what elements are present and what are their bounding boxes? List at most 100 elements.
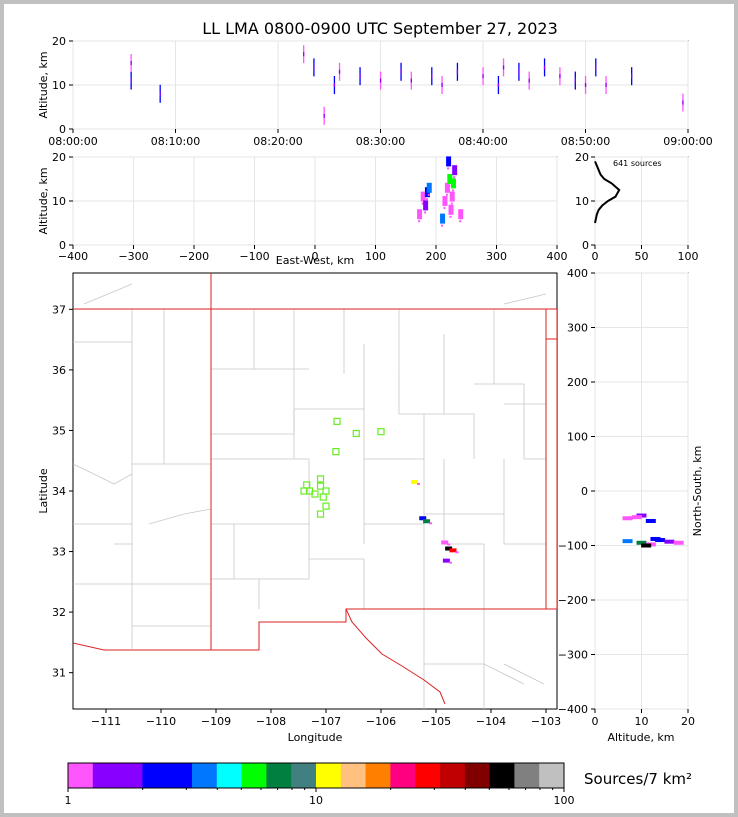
time-source-core [159,91,161,96]
time-source-core [631,74,633,79]
hist-annotation: 641 sources [613,159,662,168]
map-ytick-label: 34 [52,485,66,498]
county-boundary [309,558,365,609]
ns-source-mark [636,540,647,545]
ns-ytick-label: −200 [558,594,588,607]
station-marker [352,429,360,438]
colorbar-cell [68,763,94,788]
hist-xtick-label: 50 [635,250,649,263]
map-ylabel: Latitude [37,468,50,514]
ns-xtick-label: 0 [592,715,599,728]
ew-xtick-label: −100 [239,250,269,263]
ew-source-mark [442,196,448,206]
station-marker [316,510,325,518]
colorbar-cell [415,763,441,788]
new-mexico-border [73,273,557,651]
time-source-core [584,83,587,87]
time-source-core [456,69,459,74]
colorbar-tick-label: 10 [309,794,323,807]
ew-source-mark [440,213,446,224]
ns-panel-xlabel: Altitude, km [607,731,674,744]
ns-ytick-label: −400 [558,703,588,716]
figure-frame: LL LMA 0800-0900 UTC September 27, 2023 … [4,4,734,813]
colorbar-cell [266,763,292,788]
time-source-core [130,78,132,83]
ew-source-mark [441,224,444,227]
ew-source-mark [418,220,421,223]
map-xtick-label: −105 [421,715,451,728]
county-boundary [474,383,525,459]
ew-source-mark [450,202,453,205]
time-xtick-label: 08:40:00 [458,135,507,148]
time-xtick-label: 08:20:00 [253,135,302,148]
station-marker [316,475,325,483]
time-source-core [338,69,341,74]
ns-ytick-label: 0 [581,485,588,498]
ns-ytick-label: 400 [567,267,588,280]
ew-source-mark [424,211,427,214]
time-panel-ylabel: Altitude, km [37,51,50,118]
colorbar-cell [489,763,515,788]
ew-source-mark [446,156,452,167]
hist-xtick-label: 0 [592,250,599,263]
station-marker [319,493,327,501]
colorbar-label: Sources/7 km² [584,770,692,788]
colorbar-cell [192,763,218,788]
ew-panel: −400 −300 −200 −100 0 100 200 300 400 0 10 20 Altit… [37,151,568,267]
time-source-core [559,74,561,79]
colorbar-cell [539,763,565,788]
map-source-mark [442,558,450,563]
ew-xtick-label: −300 [118,250,148,263]
colorbar-cell [291,763,317,788]
ew-source-mark [447,167,450,170]
colorbar-cell [142,763,193,788]
ns-source-mark [650,536,661,541]
map-source-mark [445,546,453,551]
ns-source-mark [645,518,656,523]
ew-source-mark [445,193,448,196]
map-source-mark [429,522,433,525]
ns-source-mark [631,515,642,520]
map-xtick-label: −111 [91,715,121,728]
ns-source-mark [673,540,684,545]
ns-source-mark [622,516,633,521]
map-ytick-label: 31 [52,667,66,680]
ew-xtick-label: −400 [58,250,88,263]
station-marker [332,448,340,456]
map-xtick-label: −108 [256,715,286,728]
map-ytick-label: 33 [52,546,66,559]
time-source-core [359,74,361,79]
map-xlabel: Longitude [288,731,343,744]
time-source-core [323,113,325,118]
time-panel: 08:00:00 08:10:00 08:20:00 08:30:00 08:40:00… [37,35,713,148]
ew-source-mark [452,165,458,176]
mexico-border [73,642,211,651]
county-boundary [148,508,212,525]
colorbar-cell [365,763,391,788]
colorbar-tick-label: 100 [554,794,575,807]
station-marker [322,502,330,510]
ew-source-mark [425,198,428,201]
map-ytick-label: 37 [52,303,66,316]
hist-ytick-label: 10 [575,195,589,208]
ns-ytick-label: −100 [558,540,588,553]
ew-source-mark [443,207,446,209]
ew-source-mark [449,191,455,202]
colorbar-cell [340,763,367,788]
time-source-core [682,100,684,105]
county-boundary [443,459,485,609]
station-marker [303,481,311,489]
time-xtick-label: 08:50:00 [561,135,610,148]
ns-xtick-label: 10 [635,715,649,728]
time-ytick-label: 10 [52,79,66,92]
time-source-core [303,52,305,57]
ns-panel-ylabel: North-South, km [691,446,704,537]
time-source-core [574,78,576,83]
time-ytick-label: 0 [59,123,66,136]
ns-ytick-label: 100 [567,431,588,444]
ew-source-mark [458,209,464,220]
time-source-core [441,83,443,87]
county-boundary [83,283,133,305]
ew-source-mark [444,182,450,193]
colorbar-cell [241,763,267,788]
